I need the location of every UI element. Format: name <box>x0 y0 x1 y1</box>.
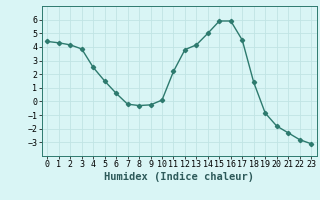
X-axis label: Humidex (Indice chaleur): Humidex (Indice chaleur) <box>104 172 254 182</box>
